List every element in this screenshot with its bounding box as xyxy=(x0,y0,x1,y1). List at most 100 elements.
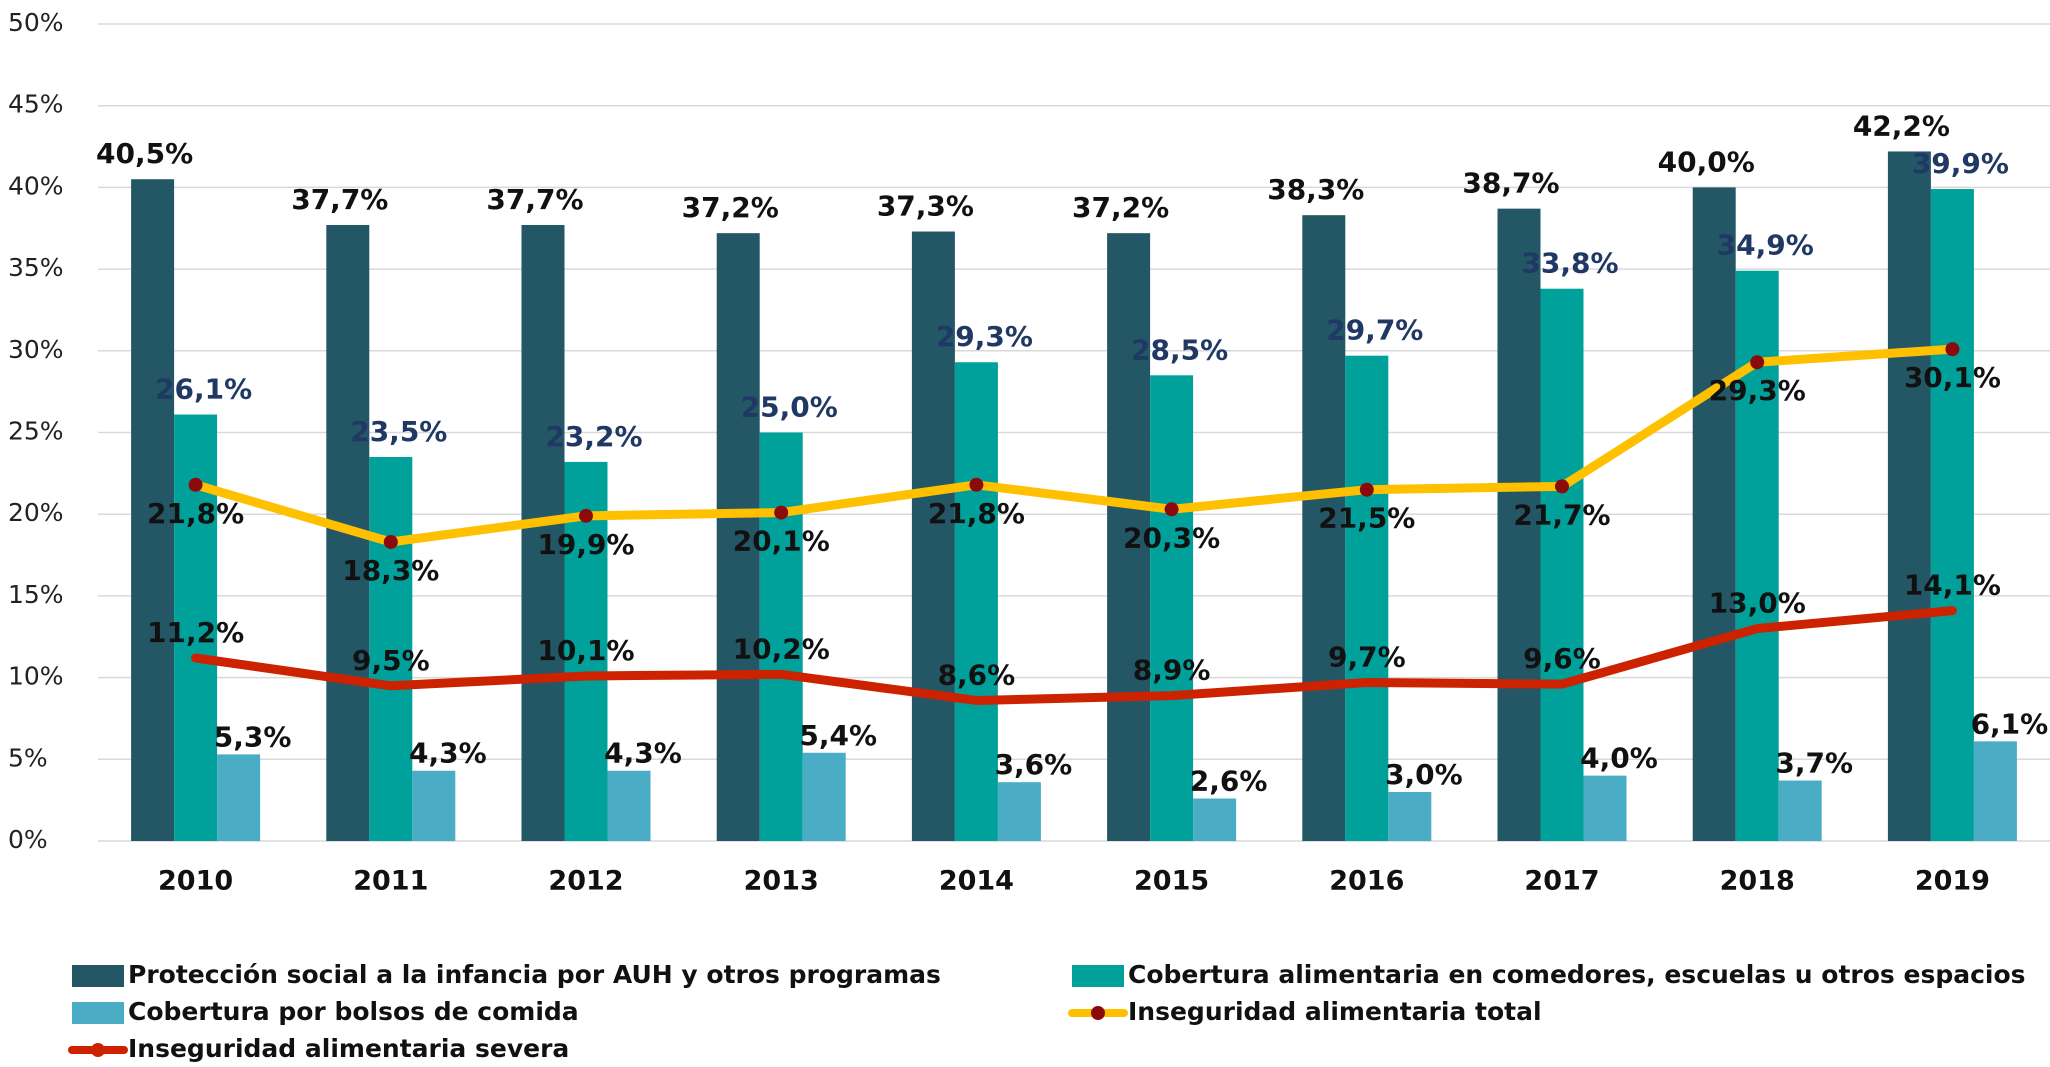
x-tick-label: 2016 xyxy=(1329,866,1404,897)
line-marker xyxy=(969,477,984,492)
value-label: 20,3% xyxy=(1123,521,1220,554)
value-label: 8,6% xyxy=(938,658,1016,691)
value-label: 21,8% xyxy=(928,497,1025,530)
value-label: 11,2% xyxy=(147,616,244,649)
legend-swatch xyxy=(72,1002,124,1024)
value-label: 21,7% xyxy=(1513,498,1610,531)
legend-label: Protección social a la infancia por AUH … xyxy=(128,960,941,989)
value-label: 2,6% xyxy=(1190,765,1268,798)
y-tick-label: 20% xyxy=(8,498,64,527)
x-tick-label: 2014 xyxy=(939,866,1014,897)
bar xyxy=(607,770,651,841)
value-label: 23,2% xyxy=(545,420,642,453)
legend-label: Inseguridad alimentaria total xyxy=(1128,997,1542,1026)
x-tick-label: 2018 xyxy=(1720,866,1795,897)
value-label: 6,1% xyxy=(1971,707,2049,740)
y-tick-label: 40% xyxy=(8,171,64,200)
value-label: 5,4% xyxy=(799,719,877,752)
bar xyxy=(911,231,955,841)
y-tick-label: 0% xyxy=(8,825,48,854)
value-label: 3,0% xyxy=(1385,758,1463,791)
value-label: 18,3% xyxy=(342,554,439,587)
line xyxy=(191,344,1957,547)
x-tick-label: 2010 xyxy=(158,866,233,897)
value-label: 28,5% xyxy=(1131,333,1228,366)
x-tick-label: 2012 xyxy=(548,866,623,897)
legend-label: Inseguridad alimentaria severa xyxy=(128,1034,569,1063)
legend-label: Cobertura por bolsos de comida xyxy=(128,997,579,1026)
value-label: 14,1% xyxy=(1904,569,2001,602)
value-label: 26,1% xyxy=(155,373,252,406)
line xyxy=(191,606,1957,705)
bar xyxy=(1692,187,1736,841)
value-label: 8,9% xyxy=(1133,654,1211,687)
line-marker xyxy=(188,477,203,492)
value-label: 37,7% xyxy=(486,183,583,216)
line-marker xyxy=(1945,342,1960,357)
y-tick-label: 50% xyxy=(8,8,64,37)
value-label: 10,1% xyxy=(537,634,634,667)
bar xyxy=(412,770,456,841)
grid xyxy=(98,23,2050,842)
legend-marker xyxy=(91,1043,105,1057)
legend-marker xyxy=(1091,1006,1105,1020)
value-label: 20,1% xyxy=(733,525,830,558)
value-label: 21,5% xyxy=(1318,502,1415,535)
value-label: 19,9% xyxy=(537,528,634,561)
value-label: 10,2% xyxy=(733,632,830,665)
value-label: 38,3% xyxy=(1267,173,1364,206)
line-marker xyxy=(1164,502,1179,517)
bar xyxy=(1388,791,1432,841)
legend-label: Cobertura alimentaria en comedores, escu… xyxy=(1128,960,2026,989)
bar xyxy=(131,179,175,842)
value-label: 38,7% xyxy=(1462,167,1559,200)
bar xyxy=(954,362,998,841)
x-tick-label: 2019 xyxy=(1915,866,1990,897)
x-tick-label: 2011 xyxy=(353,866,428,897)
y-tick-label: 25% xyxy=(8,417,64,446)
value-label: 4,3% xyxy=(604,737,682,770)
value-label: 9,5% xyxy=(352,644,430,677)
bar xyxy=(759,432,803,841)
line-marker xyxy=(383,534,398,549)
bar xyxy=(716,233,760,842)
value-label: 4,0% xyxy=(1580,742,1658,775)
y-tick-label: 5% xyxy=(8,743,48,772)
value-label: 23,5% xyxy=(350,415,447,448)
value-label: 34,9% xyxy=(1717,229,1814,262)
bar xyxy=(1973,741,2017,841)
line-marker xyxy=(1555,479,1569,494)
bar xyxy=(1887,151,1931,841)
value-label: 42,2% xyxy=(1853,109,1950,142)
value-label: 37,7% xyxy=(291,183,388,216)
bar xyxy=(1778,780,1822,841)
value-label: 37,3% xyxy=(877,190,974,223)
x-tick-label: 2015 xyxy=(1134,866,1209,897)
value-label: 3,6% xyxy=(995,748,1073,781)
bar xyxy=(521,224,565,841)
line-marker xyxy=(774,505,789,520)
bar xyxy=(217,754,261,841)
value-label: 29,7% xyxy=(1326,314,1423,347)
value-label: 30,1% xyxy=(1904,361,2001,394)
bar xyxy=(1497,208,1541,842)
bar xyxy=(369,457,413,841)
value-label: 40,5% xyxy=(96,137,193,170)
y-tick-label: 45% xyxy=(8,90,64,119)
y-tick-label: 35% xyxy=(8,253,64,282)
value-label: 37,2% xyxy=(682,191,779,224)
value-label: 39,9% xyxy=(1912,147,2009,180)
bar xyxy=(1150,375,1194,841)
bar xyxy=(1193,798,1237,841)
line-marker xyxy=(1359,482,1374,497)
value-label: 9,6% xyxy=(1523,642,1601,675)
bar xyxy=(1345,355,1389,841)
value-label: 37,2% xyxy=(1072,191,1169,224)
value-label: 5,3% xyxy=(214,720,292,753)
value-label: 9,7% xyxy=(1328,641,1406,674)
y-tick-label: 30% xyxy=(8,335,64,364)
value-label: 25,0% xyxy=(741,391,838,424)
value-label: 4,3% xyxy=(409,737,487,770)
x-tick-label: 2013 xyxy=(744,866,819,897)
